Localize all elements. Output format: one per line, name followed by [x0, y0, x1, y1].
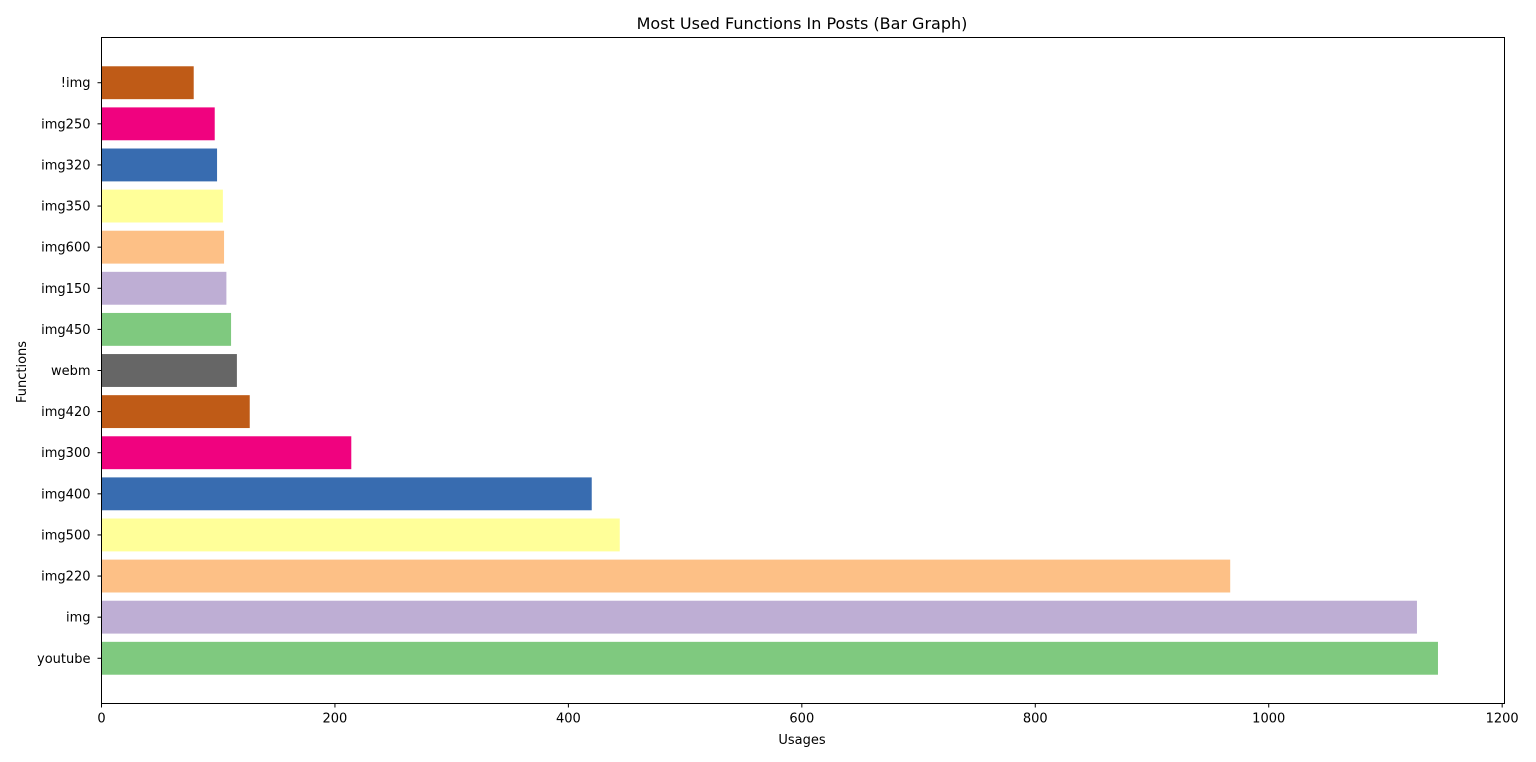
- bar-img400: [101, 477, 592, 511]
- y-tick-label: img500: [41, 528, 90, 543]
- y-tick-label: webm: [51, 364, 91, 379]
- bar-img350: [101, 189, 223, 223]
- bar-img320: [101, 148, 218, 182]
- x-tick-label: 600: [789, 712, 814, 727]
- y-tick-label: img300: [41, 446, 90, 461]
- y-tick-label: img: [66, 611, 91, 626]
- y-tick-label: !img: [61, 76, 91, 91]
- x-axis: 0 200 400 600 800 1000 1200: [97, 703, 1519, 727]
- x-tick-label: 400: [556, 712, 581, 727]
- bar-img250: [101, 107, 215, 141]
- x-tick-label: 800: [1023, 712, 1048, 727]
- x-tick-label: 200: [323, 712, 348, 727]
- bar-!img: [101, 66, 194, 100]
- bar-img450: [101, 312, 232, 346]
- bar-img150: [101, 271, 227, 305]
- bar-img600: [101, 230, 225, 264]
- y-tick-label: img220: [41, 570, 90, 585]
- x-tick-label: 1200: [1486, 712, 1519, 727]
- bars-group: [101, 66, 1438, 675]
- y-tick-label: img400: [41, 487, 90, 502]
- x-axis-label: Usages: [778, 733, 826, 748]
- bar-img300: [101, 436, 352, 470]
- bar-youtube: [101, 641, 1438, 675]
- bar-img420: [101, 395, 250, 429]
- y-tick-label: img420: [41, 405, 90, 420]
- y-tick-label: img250: [41, 117, 90, 132]
- y-tick-label: youtube: [37, 652, 90, 667]
- bar-img500: [101, 518, 620, 552]
- y-tick-label: img450: [41, 323, 90, 338]
- y-axis-label: Functions: [15, 341, 30, 403]
- y-axis: youtube img img220 img500 img400 img300 img420…: [37, 76, 102, 667]
- y-tick-label: img150: [41, 282, 90, 297]
- bar-img: [101, 600, 1417, 634]
- x-tick-label: 0: [97, 712, 105, 727]
- x-tick-label: 1000: [1252, 712, 1285, 727]
- bar-img220: [101, 559, 1231, 593]
- y-tick-label: img320: [41, 158, 90, 173]
- bar-webm: [101, 354, 237, 387]
- y-tick-label: img350: [41, 200, 90, 215]
- y-tick-label: img600: [41, 241, 90, 256]
- chart-title: Most Used Functions In Posts (Bar Graph): [637, 14, 968, 33]
